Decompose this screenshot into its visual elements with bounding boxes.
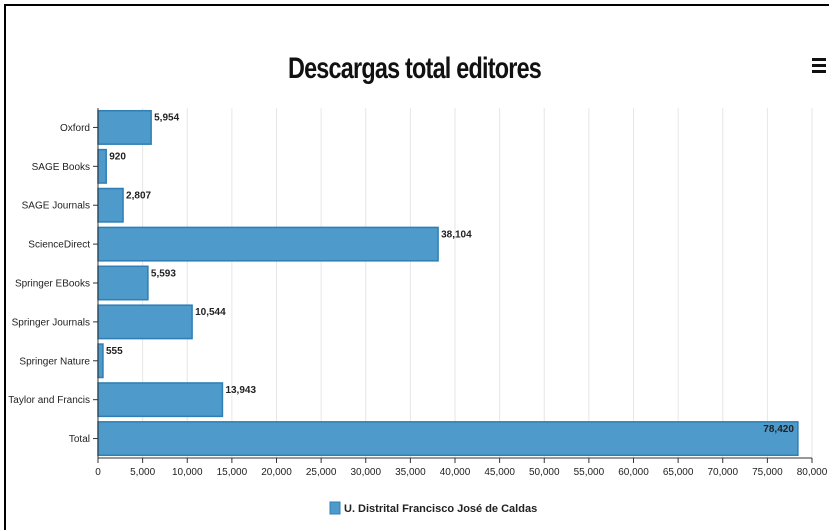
x-tick-label: 75,000: [752, 467, 783, 478]
x-tick-label: 0: [95, 467, 101, 478]
category-label: Taylor and Francis: [8, 395, 90, 406]
legend: U. Distrital Francisco José de Caldas: [329, 501, 537, 515]
category-label: Total: [69, 434, 90, 445]
x-tick-label: 10,000: [172, 467, 203, 478]
x-tick-label: 35,000: [395, 467, 426, 478]
x-tick-label: 50,000: [529, 467, 560, 478]
hamburger-menu-icon[interactable]: [812, 56, 828, 76]
category-label: SAGE Books: [32, 162, 90, 173]
data-label: 2,807: [126, 191, 151, 202]
category-label: ScienceDirect: [28, 240, 90, 251]
category-label: Springer Nature: [19, 356, 90, 367]
x-tick-label: 45,000: [484, 467, 515, 478]
category-label: Springer EBooks: [15, 279, 90, 290]
bar[interactable]: [97, 148, 107, 184]
data-label: 13,943: [225, 385, 256, 396]
x-tick-label: 5,000: [130, 467, 155, 478]
x-tick-label: 60,000: [618, 467, 649, 478]
category-label: SAGE Journals: [22, 201, 90, 212]
data-label: 78,420: [763, 424, 794, 435]
data-label: 920: [109, 152, 126, 163]
bar[interactable]: [97, 265, 149, 301]
bar[interactable]: [97, 382, 224, 418]
chart-title: Descargas total editores: [287, 52, 542, 85]
x-tick-label: 30,000: [350, 467, 381, 478]
x-tick-label: 80,000: [797, 467, 828, 478]
bar[interactable]: [97, 421, 799, 457]
x-tick-label: 70,000: [707, 467, 738, 478]
grid-lines: [142, 108, 813, 458]
category-label: Springer Journals: [12, 317, 90, 328]
data-label: 5,954: [154, 113, 179, 124]
data-label: 5,593: [151, 268, 176, 279]
bar[interactable]: [97, 226, 439, 262]
axes: 0 5,000 10,000 15,000 20,000 25,000 30,000 35,0…: [8, 108, 828, 478]
legend-swatch[interactable]: [329, 501, 341, 515]
data-label: 10,544: [195, 307, 226, 318]
x-tick-label: 20,000: [261, 467, 292, 478]
x-tick-label: 15,000: [217, 467, 248, 478]
chart-frame: [4, 4, 829, 530]
bars: 5,954 920 2,807 38,104 5,593 10,544 555 13,943 7…: [97, 109, 799, 457]
bar[interactable]: [97, 304, 193, 340]
data-label: 38,104: [441, 229, 472, 240]
x-tick-label: 55,000: [574, 467, 605, 478]
bar[interactable]: [97, 109, 152, 145]
x-tick-label: 25,000: [306, 467, 337, 478]
bar[interactable]: [97, 187, 124, 223]
x-tick-label: 40,000: [440, 467, 471, 478]
bar[interactable]: [97, 343, 104, 379]
x-tick-label: 65,000: [663, 467, 694, 478]
legend-label[interactable]: U. Distrital Francisco José de Caldas: [344, 503, 537, 515]
data-label: 555: [106, 346, 123, 357]
category-label: Oxford: [60, 123, 90, 134]
